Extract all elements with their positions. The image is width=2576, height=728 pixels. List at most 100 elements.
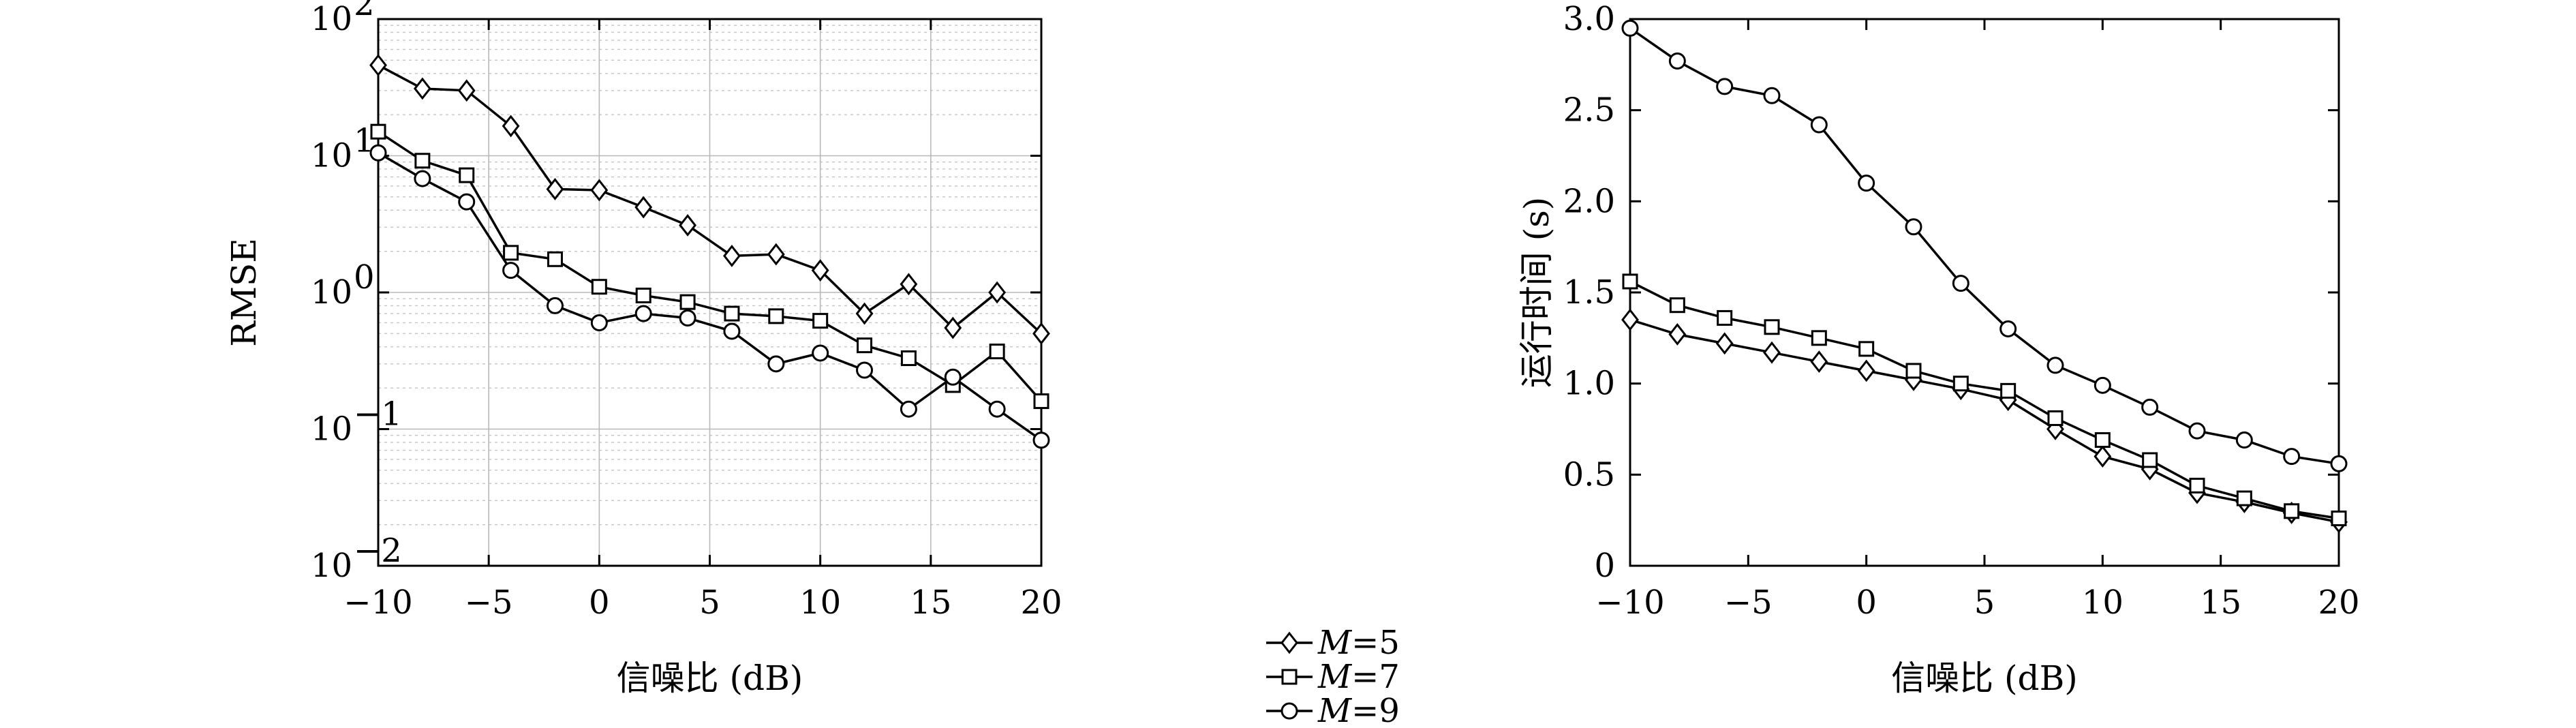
data-point-square — [2189, 477, 2205, 494]
data-point-circle — [2141, 398, 2159, 416]
data-point-circle — [1810, 116, 1828, 134]
legend: M=5M=7M=9 — [1266, 624, 1400, 728]
data-point-circle — [590, 314, 608, 331]
data-point-diamond — [988, 281, 1007, 304]
series-line — [1629, 27, 2340, 466]
data-point-diamond — [1857, 359, 1875, 382]
data-point-square — [1033, 393, 1049, 410]
runtime-chart: −10 −5 0 5 10 15 20 0 0.5 1.0 1.5 2.0 2.5 3.0 信噪比 (dB)… — [1517, 0, 2360, 698]
series-line — [1629, 280, 2340, 520]
data-point-square — [1858, 341, 1875, 357]
y-tick-label: 1.5 — [1563, 273, 1615, 312]
data-point-circle — [2283, 448, 2301, 466]
data-point-circle — [988, 400, 1006, 418]
x-tick-label: 5 — [1974, 583, 1995, 622]
data-point-diamond — [413, 77, 431, 100]
data-point-square — [414, 153, 431, 169]
series-m-7 — [1622, 273, 2347, 526]
y-tick-label: 1.0 — [1563, 365, 1615, 403]
data-point-square — [1905, 363, 1922, 379]
data-point-circle — [944, 368, 962, 386]
data-point-square — [989, 344, 1005, 360]
y-tick-label: 3.0 — [1563, 0, 1615, 38]
series-m-5 — [369, 54, 1050, 345]
data-point-square — [857, 337, 873, 354]
data-point-square — [900, 350, 917, 367]
data-point-circle — [2330, 455, 2348, 472]
data-point-diamond — [723, 245, 741, 267]
legend-label: M=7 — [1317, 658, 1400, 696]
y-tick-exponent: 0 — [354, 258, 375, 297]
data-point-circle — [1032, 431, 1050, 449]
data-point-diamond — [944, 316, 962, 339]
data-point-circle — [546, 297, 564, 314]
data-point-circle — [2235, 431, 2253, 449]
y-tick-exponent: −1 — [354, 395, 402, 434]
data-point-diamond — [502, 115, 520, 138]
x-axis-title: 信噪比 (dB) — [617, 658, 803, 698]
data-point-square — [2331, 510, 2347, 526]
x-tick-label: 0 — [1856, 583, 1877, 622]
x-tick-label: −5 — [1724, 583, 1773, 622]
data-point-square — [2142, 452, 2158, 468]
series-line — [378, 151, 1043, 442]
y-tick-label: 2.5 — [1563, 91, 1615, 130]
legend-label-value: =9 — [1351, 692, 1400, 728]
data-point-circle — [1763, 87, 1781, 104]
legend-entry: M=9 — [1266, 692, 1400, 728]
data-point-square — [679, 294, 696, 310]
data-point-diamond — [811, 259, 829, 282]
data-point-square — [591, 279, 607, 295]
data-point-diamond — [634, 196, 653, 219]
plot-frame — [1629, 18, 2340, 567]
x-tick-label: −5 — [465, 583, 513, 622]
legend-marker-circle — [1281, 702, 1298, 720]
data-point-diamond — [1810, 350, 1828, 374]
legend-label-var: M — [1317, 624, 1353, 662]
data-point-square — [2094, 432, 2111, 449]
data-point-diamond — [767, 243, 785, 266]
y-axis-title: 运行时间 (s) — [1517, 197, 1557, 389]
data-point-square — [459, 167, 475, 183]
x-axis-title: 信噪比 (dB) — [1891, 658, 2078, 698]
series-m-9 — [369, 144, 1050, 449]
data-point-circle — [812, 344, 829, 362]
data-point-square — [635, 287, 651, 303]
y-tick-label: 10 — [311, 137, 352, 175]
y-tick-label: 10 — [311, 547, 352, 585]
data-point-diamond — [590, 179, 609, 202]
y-tick-label: 2.0 — [1563, 182, 1615, 220]
data-point-diamond — [1621, 308, 1639, 331]
x-tick-label: 5 — [699, 583, 720, 622]
x-tick-label: 10 — [2082, 583, 2123, 622]
x-tick-label: 15 — [2200, 583, 2241, 622]
series-line — [378, 64, 1043, 335]
data-point-square — [812, 313, 829, 329]
data-point-circle — [2046, 357, 2064, 374]
data-point-diamond — [855, 302, 874, 325]
data-point-square — [547, 251, 563, 267]
data-point-circle — [1999, 320, 2017, 337]
y-axis-title: RMSE — [224, 238, 264, 347]
data-point-square — [1622, 273, 1638, 290]
legend-marker-square — [1281, 669, 1298, 685]
legend-entry: M=7 — [1266, 658, 1400, 696]
series-line — [378, 130, 1043, 402]
data-point-circle — [458, 193, 476, 211]
series-m-9 — [1621, 19, 2348, 472]
data-point-circle — [1716, 78, 1734, 95]
y-tick-label: 0 — [1594, 547, 1615, 585]
data-point-circle — [900, 400, 917, 418]
legend-label-var: M — [1317, 658, 1353, 696]
data-point-diamond — [546, 178, 564, 200]
data-point-circle — [723, 322, 741, 340]
x-tick-label: 15 — [910, 583, 951, 622]
data-point-diamond — [1763, 341, 1781, 364]
data-point-square — [2284, 503, 2300, 519]
data-point-diamond — [369, 54, 387, 77]
legend-marker-diamond — [1281, 631, 1298, 654]
legend-label: M=9 — [1317, 692, 1400, 728]
data-point-square — [1811, 330, 1827, 346]
x-tick-label: 20 — [1020, 583, 1062, 622]
